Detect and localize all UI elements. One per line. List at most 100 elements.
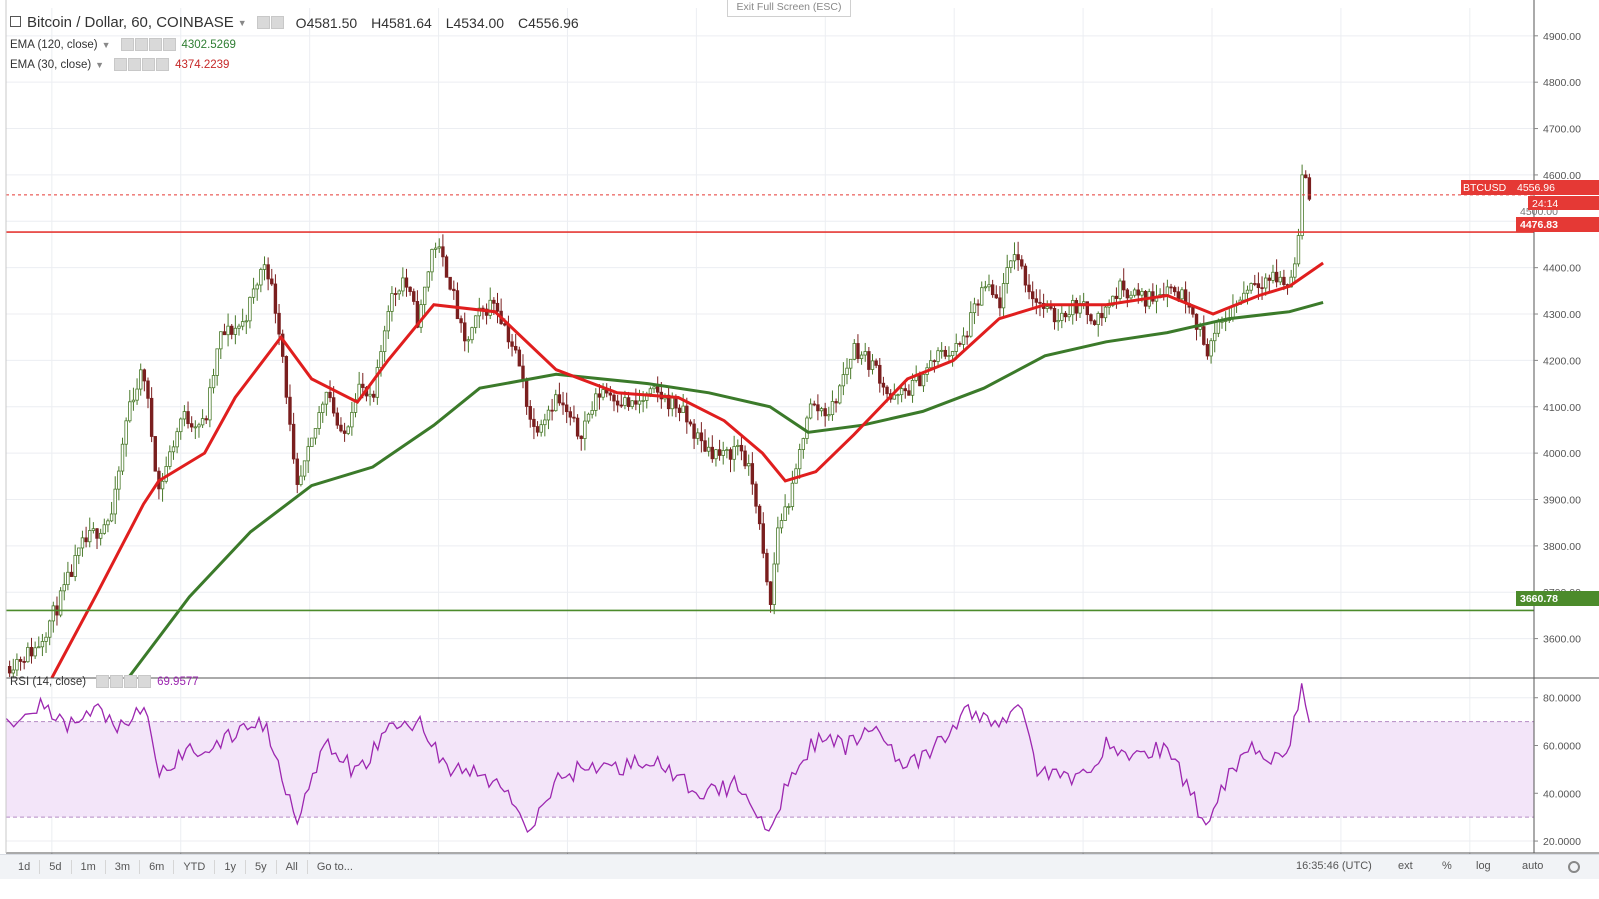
candle-body <box>495 302 500 312</box>
candle-body <box>335 412 340 426</box>
candle-body <box>18 659 23 662</box>
candle-body <box>379 351 383 368</box>
candle-body <box>572 416 576 419</box>
ext-toggle[interactable]: ext <box>1398 860 1413 872</box>
exit-full-screen-button[interactable]: Exit Full Screen (ESC) <box>727 0 851 17</box>
candle-body <box>1245 289 1250 294</box>
candle-body <box>852 343 856 360</box>
candle-body <box>510 341 514 347</box>
range-ytd[interactable]: YTD <box>174 860 216 874</box>
candle-body <box>1213 332 1217 342</box>
candle-body <box>950 351 955 356</box>
candle-body <box>452 288 456 292</box>
close-icon[interactable] <box>156 58 170 71</box>
candle-body <box>1118 280 1122 299</box>
candle-body <box>776 527 780 565</box>
close-icon[interactable] <box>162 38 176 51</box>
rsi-axis[interactable]: 20.0000 40.0000 60.0000 80.0000 <box>1534 693 1581 848</box>
candle-body <box>215 348 219 376</box>
close-icon[interactable] <box>138 675 152 688</box>
candle-body <box>514 345 518 351</box>
candle-body <box>961 335 966 345</box>
candle-body <box>1242 292 1246 301</box>
settings-icon[interactable] <box>270 16 284 29</box>
candle-body <box>146 380 150 399</box>
candle-body <box>284 356 289 398</box>
eye-icon[interactable] <box>96 675 110 688</box>
add-icon[interactable] <box>148 38 162 51</box>
range-5d[interactable]: 5d <box>40 860 72 874</box>
candle-body <box>291 423 296 460</box>
chevron-down-icon[interactable]: ▼ <box>237 17 247 28</box>
eye-icon[interactable] <box>256 16 270 29</box>
ema30-legend: EMA (30, close) ▼ 4374.2239 <box>10 58 229 71</box>
log-toggle[interactable]: log <box>1476 860 1491 872</box>
eye-icon[interactable] <box>120 38 134 51</box>
goto-button[interactable]: Go to... <box>316 861 353 873</box>
range-6m[interactable]: 6m <box>140 860 175 874</box>
range-3m[interactable]: 3m <box>106 860 141 874</box>
rsi-label[interactable]: RSI (14, close) <box>10 675 87 688</box>
candle-body <box>182 411 187 420</box>
candle-body <box>717 449 722 456</box>
candle-body <box>907 390 911 396</box>
candle-body <box>1194 313 1199 330</box>
symbol-title[interactable]: Bitcoin / Dollar, 60, COINBASE <box>27 14 234 31</box>
ema30-label[interactable]: EMA (30, close) <box>10 58 92 71</box>
candle-body <box>757 505 762 525</box>
gear-icon[interactable] <box>1568 861 1580 876</box>
collapse-legend-icon[interactable] <box>10 16 21 27</box>
candle-body <box>1180 289 1184 300</box>
candle-body <box>51 605 56 622</box>
percent-toggle[interactable]: % <box>1442 860 1452 872</box>
candle-body <box>783 506 787 521</box>
range-1d[interactable]: 1d <box>0 860 41 874</box>
settings-icon[interactable] <box>134 38 148 51</box>
candle-body <box>88 530 92 543</box>
add-icon[interactable] <box>142 58 156 71</box>
candle-body <box>1300 174 1304 236</box>
range-1m[interactable]: 1m <box>72 860 106 874</box>
candle-body <box>430 249 434 273</box>
candle-body <box>1274 271 1279 283</box>
candle-body <box>939 349 944 352</box>
price-axis[interactable]: 3600.003700.003800.003900.004000.004100.… <box>1534 31 1581 646</box>
candle-body <box>1071 300 1075 316</box>
range-1y[interactable]: 1y <box>215 860 246 874</box>
candle-body <box>1034 298 1039 303</box>
add-icon[interactable] <box>124 675 138 688</box>
candle-body <box>240 321 245 327</box>
candle-body <box>637 400 642 405</box>
eye-icon[interactable] <box>114 58 128 71</box>
settings-icon[interactable] <box>110 675 124 688</box>
candle-body <box>73 555 77 577</box>
rsi-tick-label: 60.0000 <box>1543 741 1581 753</box>
candle-body <box>295 458 299 485</box>
candle-body <box>131 399 136 403</box>
candle-body <box>739 444 744 452</box>
range-5y[interactable]: 5y <box>246 860 277 874</box>
candle-body <box>615 400 620 406</box>
candle-body <box>634 400 638 405</box>
candle-body <box>1009 260 1013 269</box>
candle-body <box>878 364 882 384</box>
candle-body <box>725 449 729 452</box>
candle-body <box>561 402 565 406</box>
candle-body <box>816 404 820 412</box>
candle-body <box>623 397 627 406</box>
auto-toggle[interactable]: auto <box>1522 860 1544 872</box>
range-all[interactable]: All <box>277 860 308 874</box>
candle-body <box>1278 276 1282 283</box>
candle-body <box>921 374 926 387</box>
axes-frame <box>5 0 1599 854</box>
candle-body <box>302 460 307 477</box>
chevron-down-icon[interactable]: ▼ <box>101 39 111 50</box>
chevron-down-icon[interactable]: ▼ <box>95 59 105 70</box>
candle-body <box>1001 283 1006 309</box>
candle-body <box>590 410 594 415</box>
price-grid <box>6 8 1534 853</box>
settings-icon[interactable] <box>128 58 142 71</box>
ema120-label[interactable]: EMA (120, close) <box>10 38 98 51</box>
